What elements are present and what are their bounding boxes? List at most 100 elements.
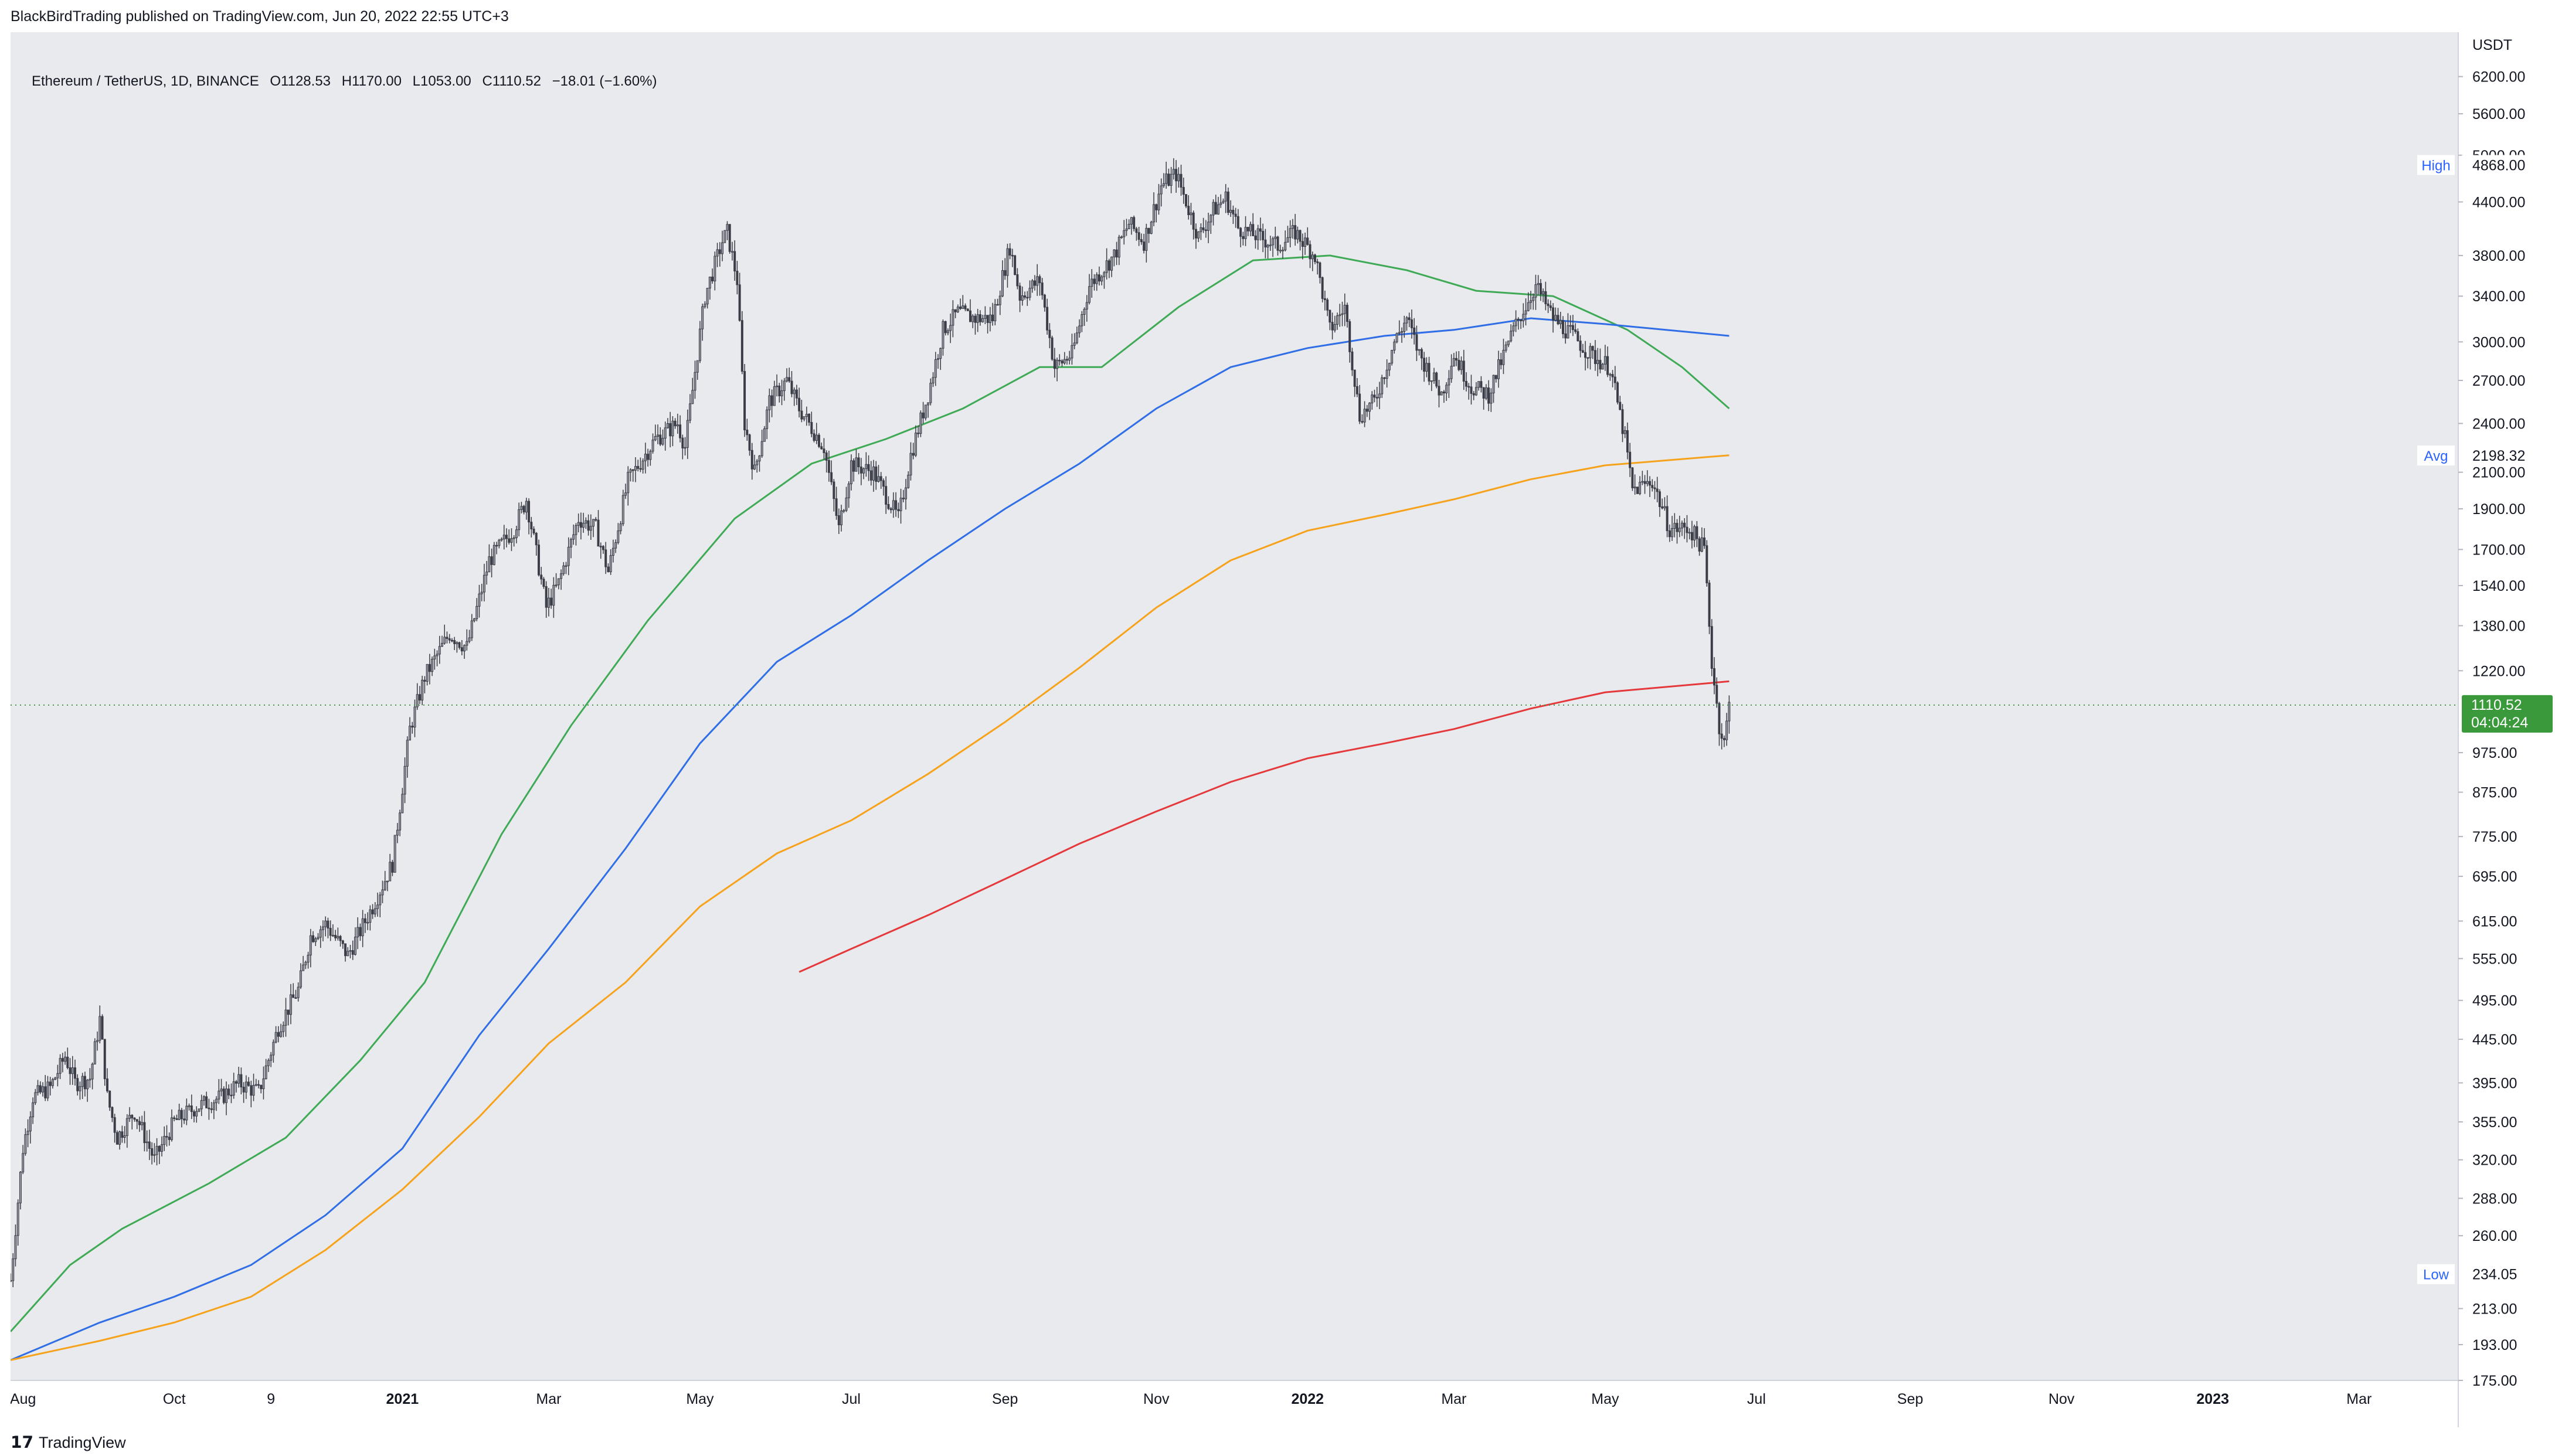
chart-area[interactable]: USDT6200.005600.005000.004400.003800.003… xyxy=(11,32,2555,1427)
candle-body xyxy=(988,314,991,324)
candle-body xyxy=(1242,236,1245,239)
candle-body xyxy=(917,433,920,434)
candle-body xyxy=(138,1121,141,1125)
tradingview-logo-icon[interactable]: 𝟭𝟳 xyxy=(11,1433,33,1451)
candle-body xyxy=(1321,277,1324,299)
candle-body xyxy=(1177,174,1180,182)
symbol-name[interactable]: Ethereum / TetherUS, 1D, BINANCE xyxy=(32,73,259,89)
candle-body xyxy=(16,1202,19,1236)
candle-body xyxy=(617,530,620,543)
candle-body xyxy=(1686,526,1688,533)
candle-body xyxy=(148,1141,151,1149)
candle-body xyxy=(1676,523,1679,532)
candle-body xyxy=(1004,270,1007,276)
candle-body xyxy=(1048,329,1051,338)
candle-body xyxy=(460,647,463,652)
candle-body xyxy=(629,469,632,473)
candle-body xyxy=(954,309,957,312)
avg-marker-label: Avg xyxy=(2424,448,2448,464)
candle-body xyxy=(441,642,443,647)
candle-body xyxy=(178,1110,181,1120)
candle-body xyxy=(773,386,776,406)
x-tick-label: Sep xyxy=(992,1391,1018,1407)
candle-body xyxy=(349,950,352,952)
candle-body xyxy=(1326,299,1329,311)
candle-body xyxy=(1024,295,1027,298)
candle-body xyxy=(1564,334,1567,339)
candle-body xyxy=(1559,320,1562,325)
candle-body xyxy=(386,880,389,882)
price-chart[interactable]: USDT6200.005600.005000.004400.003800.003… xyxy=(11,32,2555,1427)
candle-body xyxy=(1058,359,1061,362)
candle-body xyxy=(978,314,981,322)
candle-body xyxy=(331,934,334,937)
high-value: H1170.00 xyxy=(341,73,402,89)
y-tick-label: 2100.00 xyxy=(2472,465,2525,481)
candle-body xyxy=(450,639,453,642)
candle-body xyxy=(56,1073,59,1079)
candle-body xyxy=(877,476,880,482)
candle-body xyxy=(396,829,399,836)
candle-body xyxy=(304,962,307,965)
candle-body xyxy=(538,545,540,576)
candle-body xyxy=(840,510,843,526)
candle-body xyxy=(421,679,424,701)
candle-body xyxy=(520,506,523,510)
candle-body xyxy=(478,593,481,607)
publish-info: BlackBirdTrading published on TradingVie… xyxy=(11,8,509,25)
y-tick-label: 175.00 xyxy=(2472,1373,2517,1389)
candle-body xyxy=(756,461,759,465)
candle-body xyxy=(1693,526,1696,540)
candle-body xyxy=(1147,227,1150,234)
candle-body xyxy=(689,403,691,421)
candle-body xyxy=(1192,212,1195,230)
candle-body xyxy=(676,424,679,427)
y-tick-label: 260.00 xyxy=(2472,1228,2517,1244)
symbol-legend: Ethereum / TetherUS, 1D, BINANCE O1128.5… xyxy=(32,73,664,90)
x-tick-label: Nov xyxy=(1143,1391,1170,1407)
candle-body xyxy=(867,464,870,471)
candle-body xyxy=(1474,387,1477,396)
candle-body xyxy=(959,307,962,309)
candle-body xyxy=(1301,241,1304,247)
y-tick-label: 3000.00 xyxy=(2472,334,2525,351)
candle-body xyxy=(579,522,582,528)
candle-body xyxy=(433,655,436,659)
candle-body xyxy=(1410,319,1413,328)
candle-body xyxy=(1539,283,1542,295)
y-tick-label: 695.00 xyxy=(2472,869,2517,885)
candle-body xyxy=(411,726,414,728)
candle-body xyxy=(1065,359,1068,361)
candle-body xyxy=(1016,274,1019,287)
candle-body xyxy=(795,389,798,399)
candle-body xyxy=(1544,291,1547,304)
candle-body xyxy=(899,498,902,512)
candle-body xyxy=(907,475,910,488)
candle-body xyxy=(847,483,850,498)
candle-body xyxy=(714,256,716,281)
candle-body xyxy=(1492,375,1495,394)
candle-body xyxy=(1014,255,1017,275)
candle-body xyxy=(939,348,942,359)
candle-body xyxy=(850,460,852,484)
candle-body xyxy=(1036,276,1039,286)
candle-body xyxy=(1249,224,1252,232)
candle-body xyxy=(780,390,783,396)
candle-body xyxy=(875,466,878,482)
candle-body xyxy=(1537,283,1540,285)
candle-body xyxy=(488,556,491,573)
candle-body xyxy=(1651,485,1654,488)
candle-body xyxy=(515,529,518,538)
high-marker-label: High xyxy=(2421,158,2450,174)
candle-body xyxy=(29,1116,32,1132)
candle-body xyxy=(1284,241,1287,251)
candle-body xyxy=(257,1084,260,1086)
footer-brand[interactable]: TradingView xyxy=(39,1434,126,1451)
candle-body xyxy=(1289,228,1292,238)
candle-body xyxy=(879,476,882,481)
candle-body xyxy=(1073,342,1076,346)
candle-body xyxy=(133,1117,136,1120)
candle-body xyxy=(770,395,773,406)
x-tick-label: 2023 xyxy=(2196,1391,2229,1407)
candle-body xyxy=(232,1081,235,1096)
